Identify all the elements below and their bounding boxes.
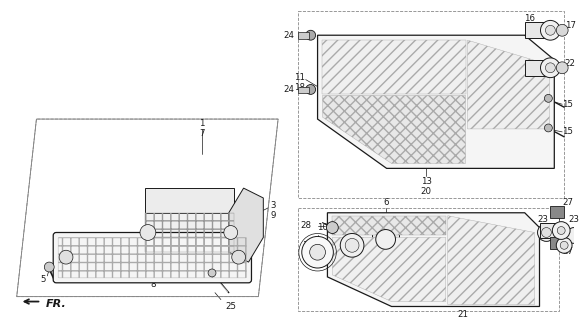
Bar (525, 60, 546, 76)
Circle shape (541, 20, 560, 40)
Text: 15: 15 (561, 100, 572, 109)
Text: 9: 9 (270, 211, 276, 220)
Text: 27: 27 (563, 198, 574, 207)
Polygon shape (332, 237, 446, 301)
Circle shape (302, 236, 334, 268)
Text: 20: 20 (420, 187, 432, 196)
Text: 23: 23 (537, 215, 548, 224)
Polygon shape (145, 188, 234, 213)
Circle shape (560, 241, 568, 249)
Text: 11: 11 (294, 73, 305, 82)
Text: 28: 28 (300, 221, 311, 230)
Circle shape (556, 62, 568, 74)
Text: FR.: FR. (45, 299, 66, 308)
Circle shape (140, 225, 156, 240)
Text: 17: 17 (564, 21, 575, 30)
Text: 21: 21 (457, 310, 468, 319)
Text: 22: 22 (564, 59, 575, 68)
Text: 5: 5 (41, 275, 46, 284)
Text: 24: 24 (283, 31, 294, 40)
Polygon shape (318, 35, 554, 168)
Circle shape (310, 244, 325, 260)
Text: 19: 19 (302, 251, 313, 260)
Polygon shape (467, 40, 549, 129)
Bar (298, 32, 309, 39)
Circle shape (376, 229, 396, 249)
Circle shape (340, 234, 364, 257)
Bar (298, 86, 309, 93)
Circle shape (224, 226, 238, 239)
Text: 14: 14 (457, 300, 468, 309)
Text: 17: 17 (552, 208, 563, 217)
Bar (372, 223, 400, 257)
Polygon shape (322, 95, 466, 164)
Circle shape (542, 228, 552, 237)
Bar (539, 223, 557, 238)
Polygon shape (328, 213, 539, 307)
Text: 22: 22 (524, 55, 535, 64)
Text: 7: 7 (200, 129, 205, 138)
Polygon shape (332, 216, 446, 236)
Text: 16: 16 (524, 14, 535, 23)
Text: 1: 1 (200, 119, 205, 129)
Text: 27: 27 (563, 247, 574, 256)
Circle shape (59, 250, 73, 264)
Circle shape (208, 269, 216, 277)
Polygon shape (145, 213, 234, 252)
Text: 10: 10 (317, 223, 328, 232)
Circle shape (327, 222, 338, 234)
Polygon shape (448, 216, 535, 305)
Text: 16: 16 (561, 230, 572, 239)
Polygon shape (17, 119, 278, 297)
Text: 2: 2 (150, 270, 155, 279)
Circle shape (545, 25, 555, 35)
Text: 8: 8 (150, 280, 155, 289)
Text: 24: 24 (283, 85, 294, 94)
Text: 18: 18 (294, 83, 305, 92)
Text: 23: 23 (568, 215, 579, 224)
Polygon shape (229, 188, 263, 262)
Text: 26: 26 (434, 284, 445, 293)
FancyBboxPatch shape (53, 233, 252, 283)
Text: 13: 13 (420, 177, 432, 186)
Circle shape (545, 124, 552, 132)
Circle shape (345, 238, 359, 252)
Bar (525, 22, 546, 38)
Text: 12: 12 (302, 241, 313, 250)
Text: 4: 4 (125, 236, 131, 245)
Circle shape (557, 227, 565, 235)
Circle shape (232, 250, 245, 264)
Circle shape (552, 230, 562, 240)
Text: 15: 15 (561, 127, 572, 136)
Circle shape (538, 224, 555, 241)
Circle shape (556, 237, 572, 253)
Circle shape (545, 63, 555, 73)
Circle shape (541, 58, 560, 78)
Circle shape (556, 24, 568, 36)
Circle shape (545, 94, 552, 102)
Bar (550, 237, 564, 249)
Circle shape (306, 84, 316, 94)
Circle shape (566, 228, 580, 243)
Circle shape (306, 30, 316, 40)
Text: 25: 25 (225, 302, 236, 311)
Text: 3: 3 (270, 201, 276, 210)
Text: 6: 6 (383, 198, 389, 207)
Circle shape (552, 222, 570, 239)
Bar (550, 206, 564, 218)
Circle shape (423, 272, 433, 282)
Circle shape (44, 262, 54, 272)
Polygon shape (322, 40, 466, 94)
